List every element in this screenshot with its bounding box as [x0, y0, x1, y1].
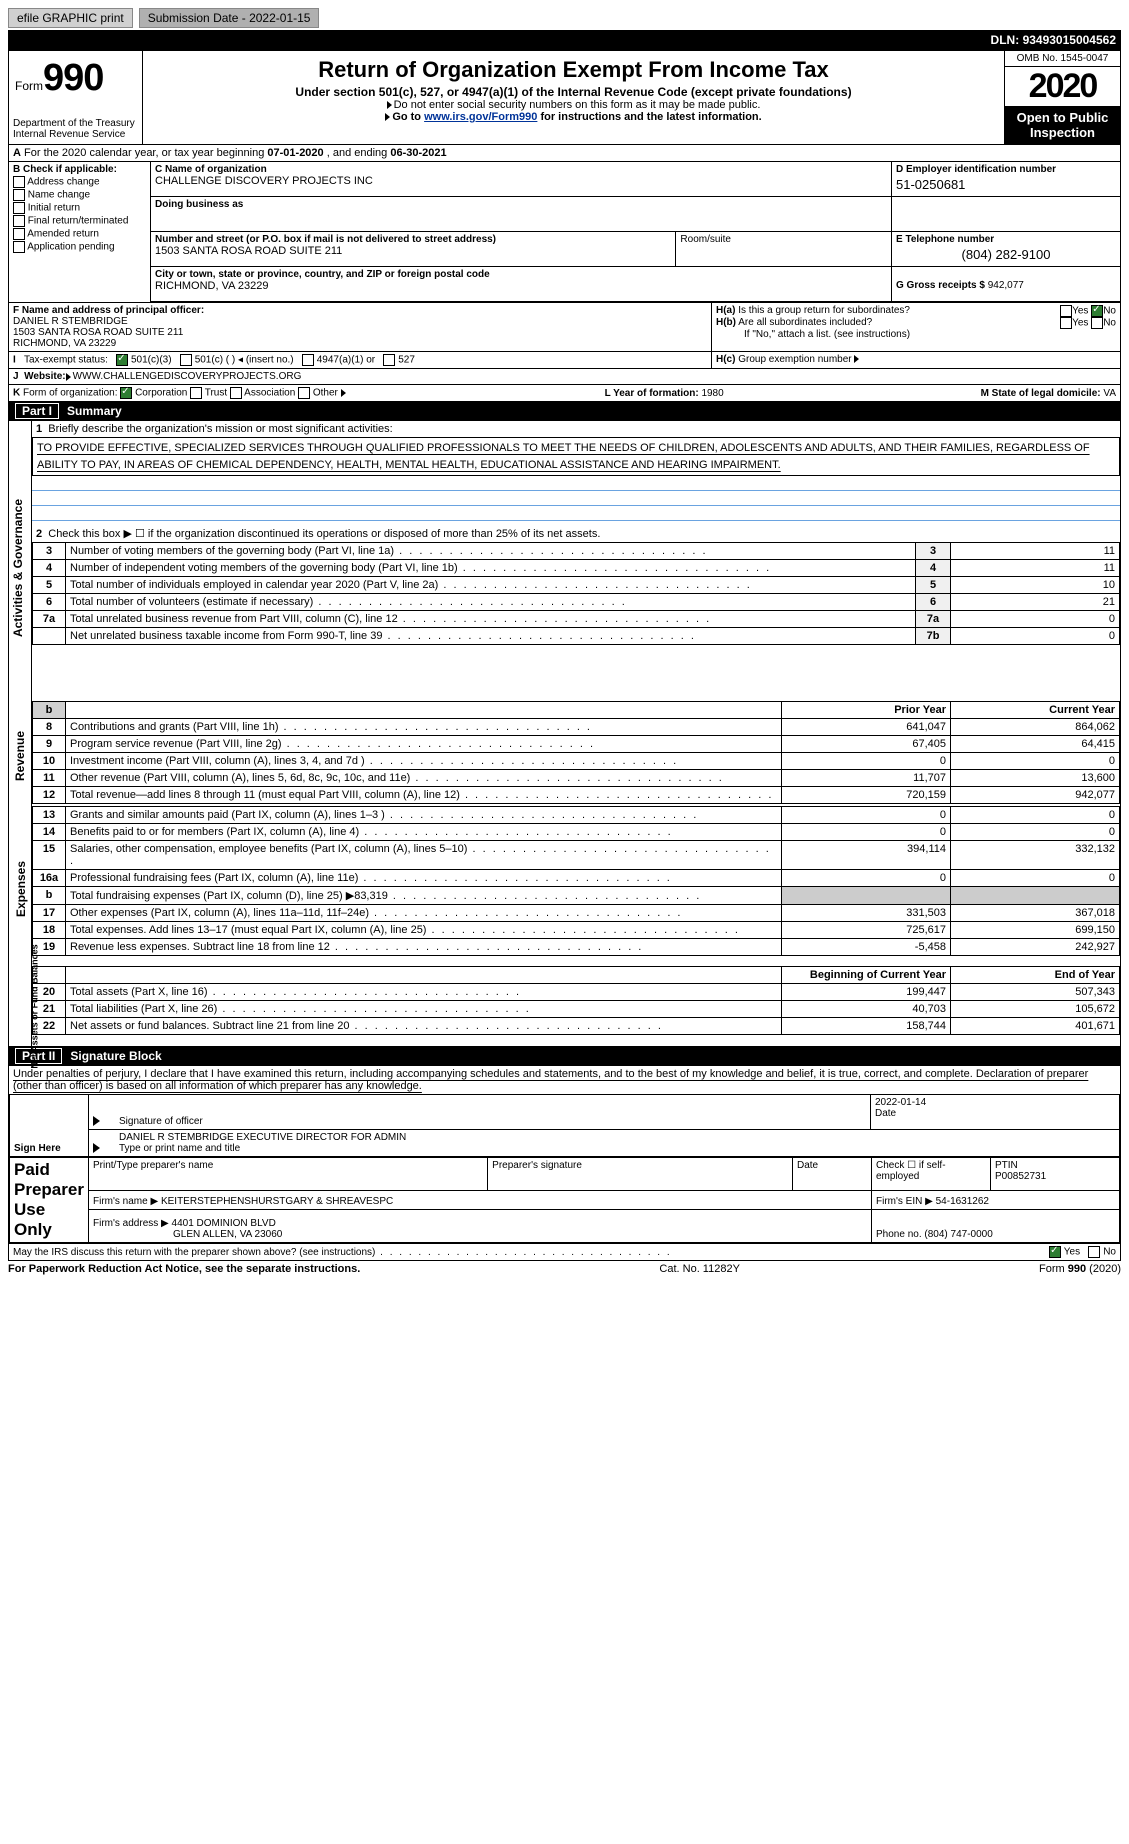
mission-label: 1 Briefly describe the organization's mi…: [32, 421, 1120, 437]
period-line: A For the 2020 calendar year, or tax yea…: [9, 144, 1120, 161]
form-title: Return of Organization Exempt From Incom…: [147, 57, 1000, 83]
tax-exempt-status: I Tax-exempt status: 501(c)(3) 501(c) ( …: [9, 352, 711, 368]
form-of-org: K Form of organization: Corporation Trus…: [13, 387, 348, 399]
org-name-cell: C Name of organization CHALLENGE DISCOVE…: [151, 162, 892, 196]
group-exemption: H(c) Group exemption number: [711, 352, 1120, 368]
state-domicile: M State of legal domicile: VA: [981, 388, 1116, 399]
ein-cell: D Employer identification number 51-0250…: [892, 162, 1120, 196]
form-number: 990: [43, 57, 103, 99]
website-line: J Website: WWW.CHALLENGEDISCOVERYPROJECT…: [9, 368, 1120, 384]
submission-date-button[interactable]: Submission Date - 2022-01-15: [139, 8, 320, 28]
sidelabel-rev: Revenue: [13, 731, 27, 781]
form-footer: Form 990 (2020): [1039, 1263, 1121, 1275]
expenses-table: 13Grants and similar amounts paid (Part …: [32, 806, 1120, 956]
sidelabel-gov: Activities & Governance: [11, 499, 25, 637]
dept-label: Department of the Treasury Internal Reve…: [9, 116, 142, 142]
sign-here-label: Sign Here: [10, 1095, 89, 1157]
revenue-table: bPrior YearCurrent Year 8Contributions a…: [32, 701, 1120, 804]
cat-no: Cat. No. 11282Y: [659, 1263, 740, 1275]
governance-table: 3Number of voting members of the governi…: [32, 542, 1120, 645]
part2-header: Part IISignature Block: [9, 1046, 1120, 1066]
mission-text: TO PROVIDE EFFECTIVE, SPECIALIZED SERVIC…: [32, 437, 1120, 476]
form-subtitle: Under section 501(c), 527, or 4947(a)(1)…: [147, 85, 1000, 99]
preparer-table: Paid Preparer Use Only Print/Type prepar…: [9, 1157, 1120, 1243]
netassets-table: Beginning of Current YearEnd of Year 20T…: [32, 966, 1120, 1035]
note-goto: Go to www.irs.gov/Form990 for instructio…: [147, 111, 1000, 123]
city-cell: City or town, state or province, country…: [151, 267, 892, 301]
gross-receipts-cell: G Gross receipts $ 942,077: [892, 267, 1120, 301]
note-ssn: Do not enter social security numbers on …: [147, 99, 1000, 111]
section-b-checkboxes: B Check if applicable: Address change Na…: [9, 162, 151, 302]
dln: DLN: 93493015004562: [991, 33, 1116, 47]
tax-year: 2020: [1005, 67, 1120, 106]
form-label: Form: [15, 79, 43, 93]
irs-discuss-line: May the IRS discuss this return with the…: [9, 1243, 1120, 1260]
sidelabel-net: Net Assets or Fund Balances: [31, 944, 40, 1068]
efile-button[interactable]: efile GRAPHIC print: [8, 8, 133, 28]
paid-preparer-label: Paid Preparer Use Only: [10, 1158, 89, 1243]
line2: 2 Check this box ▶ ☐ if the organization…: [32, 525, 1120, 542]
pra-notice: For Paperwork Reduction Act Notice, see …: [8, 1263, 360, 1275]
phone-cell: E Telephone number (804) 282-9100: [892, 232, 1120, 266]
spacer: [13, 33, 16, 47]
sidelabel-exp: Expenses: [14, 861, 28, 917]
omb-number: OMB No. 1545-0047: [1005, 51, 1120, 67]
room-cell: Room/suite: [676, 232, 892, 266]
year-formation: L Year of formation: 1980: [605, 388, 724, 399]
open-to-public: Open to Public Inspection: [1005, 106, 1120, 144]
principal-officer: F Name and address of principal officer:…: [9, 303, 711, 351]
signature-table: Sign Here Signature of officer 2022-01-1…: [9, 1094, 1120, 1157]
irs-link[interactable]: www.irs.gov/Form990: [424, 111, 537, 123]
address-cell: Number and street (or P.O. box if mail i…: [151, 232, 676, 266]
section-h: H(a) Is this a group return for subordin…: [711, 303, 1120, 351]
penalties-text: Under penalties of perjury, I declare th…: [9, 1066, 1120, 1094]
dba-cell: Doing business as: [151, 197, 892, 231]
part1-header: Part ISummary: [9, 401, 1120, 421]
